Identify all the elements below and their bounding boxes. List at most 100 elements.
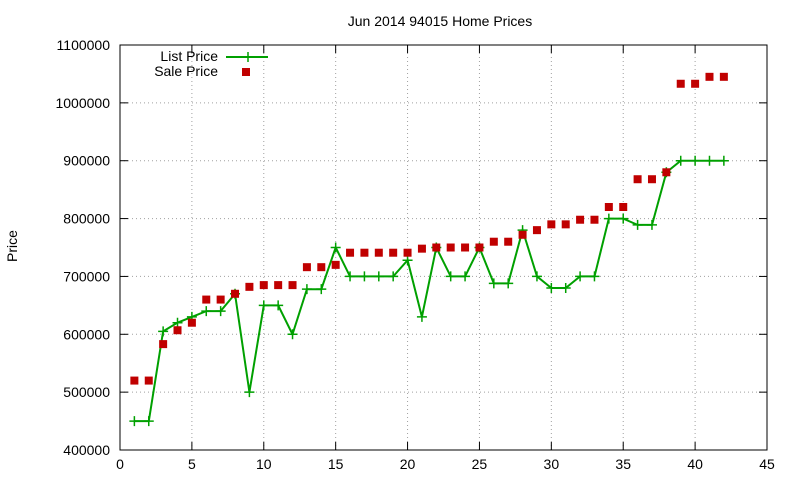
x-tick-label: 15	[328, 456, 344, 472]
list-price-point	[445, 271, 456, 282]
list-price-point	[388, 271, 399, 282]
sale-price-point	[144, 376, 153, 385]
list-price-point	[215, 306, 226, 317]
sale-price-point	[245, 282, 254, 291]
y-tick-label: 500000	[63, 384, 110, 400]
list-price-point	[143, 416, 154, 427]
list-price-point	[301, 284, 312, 295]
sale-price-point	[259, 281, 268, 290]
legend: List Price Sale Price	[154, 48, 268, 79]
sale-price-point	[231, 289, 240, 298]
list-price-point	[158, 326, 169, 337]
y-tick-label: 800000	[63, 211, 110, 227]
chart-title: Jun 2014 94015 Home Prices	[348, 13, 532, 29]
sale-price-point	[159, 340, 168, 349]
x-tick-label: 0	[116, 456, 124, 472]
legend-list-cross	[243, 52, 253, 62]
sale-price-point	[389, 248, 398, 257]
legend-sale-square	[242, 68, 250, 76]
list-price-point	[129, 416, 140, 427]
plot-frame	[119, 44, 768, 451]
list-price-point	[646, 219, 657, 230]
sale-price-point	[705, 72, 714, 81]
sale-price-point	[604, 203, 613, 211]
list-price-point	[316, 284, 327, 295]
list-price-point	[201, 306, 212, 317]
list-price-point	[330, 242, 341, 253]
sale-price-point	[288, 281, 297, 290]
series	[129, 72, 729, 427]
list-price-point	[531, 271, 542, 282]
list-price-point	[546, 283, 557, 293]
sale-price-point	[417, 244, 426, 253]
list-price-line	[134, 159, 724, 423]
sale-price-point	[403, 248, 412, 257]
sale-price-point	[432, 243, 441, 252]
list-price-point	[718, 155, 729, 166]
axis-ticks: 400000 500000 600000 700000 800000 900000 1000…	[55, 37, 775, 472]
list-price-point	[488, 278, 499, 289]
y-tick-label: 600000	[63, 326, 110, 342]
list-price-point	[345, 271, 356, 282]
sale-price-point	[590, 215, 599, 224]
list-price-point	[690, 155, 701, 166]
y-tick-label: 1000000	[55, 95, 110, 111]
list-price-point	[675, 155, 686, 166]
grid	[120, 45, 767, 450]
list-price-point	[416, 311, 427, 322]
sale-price-point	[374, 248, 383, 257]
sale-price-point	[317, 263, 326, 272]
sale-price-point	[274, 281, 283, 290]
list-price-point	[258, 300, 269, 311]
sale-price-point	[446, 243, 455, 252]
list-price-point	[373, 271, 384, 282]
sale-price-point	[676, 79, 685, 88]
list-price-point	[503, 278, 514, 289]
sale-price-point	[489, 237, 498, 246]
x-tick-label: 30	[544, 456, 560, 472]
sale-price-point	[619, 203, 628, 211]
sale-price-point	[561, 220, 570, 229]
list-price-point	[603, 213, 614, 224]
x-tick-label: 20	[400, 456, 416, 472]
sale-price-point	[346, 248, 355, 257]
list-price-point	[359, 271, 370, 282]
y-tick-label: 900000	[63, 153, 110, 169]
sale-price-point	[662, 168, 671, 177]
sale-price-point	[647, 175, 656, 184]
y-axis-label: Price	[4, 230, 20, 262]
x-tick-label: 5	[188, 456, 196, 472]
sale-price-point	[576, 215, 585, 224]
x-tick-label: 35	[615, 456, 631, 472]
sale-price-point	[475, 243, 484, 252]
y-tick-label: 700000	[63, 268, 110, 284]
list-price-point	[273, 300, 284, 311]
list-price-point	[172, 317, 183, 328]
list-price-point	[287, 329, 298, 340]
legend-list-label: List Price	[160, 48, 218, 64]
sale-price-point	[547, 220, 556, 229]
sale-price-point	[302, 263, 311, 272]
x-tick-label: 25	[472, 456, 488, 472]
list-price-point	[632, 219, 643, 230]
sale-price-point	[461, 243, 470, 252]
list-price-point	[560, 283, 571, 293]
x-tick-label: 45	[759, 456, 775, 472]
sale-price-point	[518, 230, 527, 239]
sale-price-point	[130, 376, 139, 385]
sale-price-point	[173, 326, 182, 335]
sale-price-point	[504, 237, 513, 246]
sale-price-point	[202, 295, 211, 304]
list-price-point	[244, 387, 255, 398]
legend-sale-label: Sale Price	[154, 63, 218, 79]
x-tick-label: 40	[687, 456, 703, 472]
sale-price-point	[633, 175, 642, 184]
list-price-point	[589, 271, 600, 282]
sale-price-point	[331, 260, 340, 269]
list-price-point	[618, 213, 629, 224]
list-price-point	[704, 155, 715, 166]
y-tick-label: 400000	[63, 442, 110, 458]
sale-price-point	[691, 79, 700, 88]
list-price-point	[402, 255, 413, 266]
